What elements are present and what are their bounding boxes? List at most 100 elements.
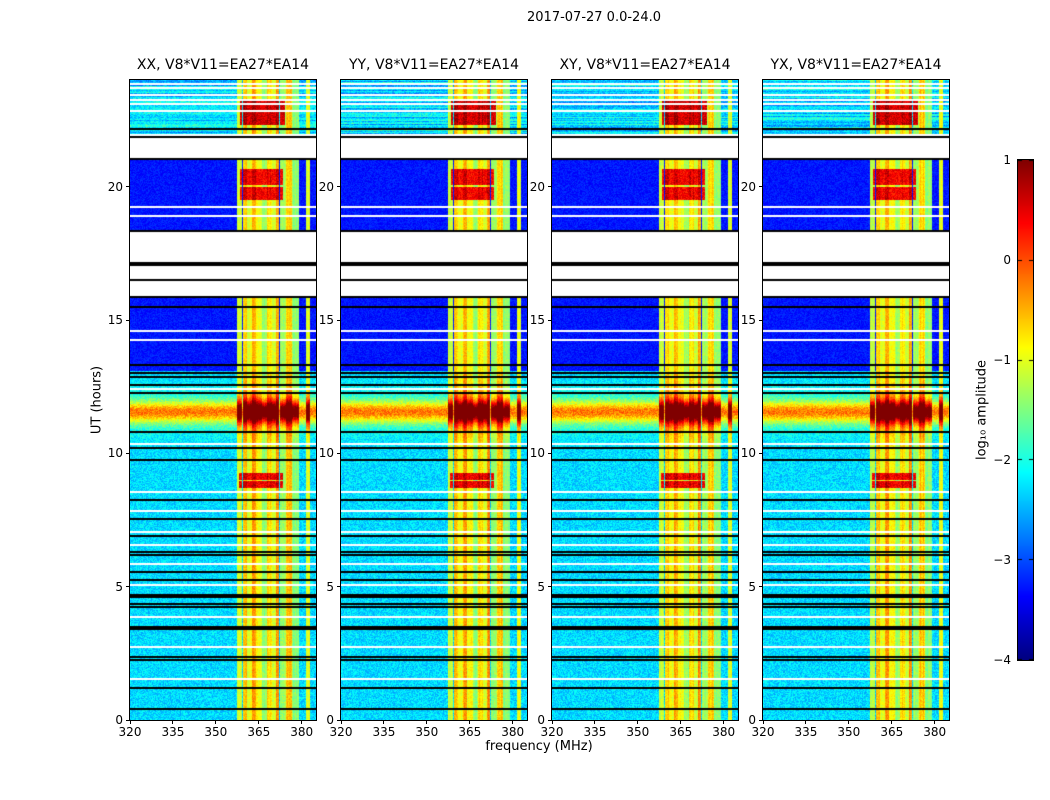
y-tick-mark: [548, 719, 552, 721]
y-tick-mark: [548, 319, 552, 321]
spectrogram-canvas-yx: [762, 79, 950, 721]
x-tick-label: 335: [372, 725, 396, 739]
y-tick-label: 5: [115, 579, 123, 594]
y-tick-mark: [548, 452, 552, 454]
y-tick-mark: [337, 319, 341, 321]
x-tick-mark: [551, 720, 553, 724]
y-tick-mark: [548, 586, 552, 588]
y-tick-label: 10: [529, 446, 545, 461]
x-tick-mark: [594, 720, 596, 724]
y-tick-mark: [759, 719, 763, 721]
x-tick-mark: [934, 720, 936, 724]
y-tick-mark: [126, 719, 130, 721]
colorbar-tick-label: −1: [993, 353, 1011, 367]
y-tick-mark: [337, 719, 341, 721]
y-tick-label: 0: [326, 713, 334, 727]
x-tick-label: 320: [540, 725, 564, 739]
y-tick-label: 20: [529, 179, 545, 194]
x-tick-label: 335: [794, 725, 818, 739]
figure-title: 2017-07-27 0.0-24.0: [527, 10, 661, 25]
x-tick-mark: [891, 720, 893, 724]
y-tick-label: 15: [529, 313, 545, 327]
y-tick-mark: [126, 586, 130, 588]
y-tick-mark: [126, 319, 130, 321]
x-tick-mark: [340, 720, 342, 724]
x-tick-label: 350: [626, 725, 650, 739]
y-tick-label: 10: [318, 446, 334, 461]
panel-title-yx: YX, V8*V11=EA27*EA14: [770, 57, 942, 73]
colorbar-gradient: [1017, 159, 1034, 661]
panel-title-xy: XY, V8*V11=EA27*EA14: [559, 57, 731, 73]
y-tick-mark: [759, 452, 763, 454]
colorbar-tick-label: −2: [993, 453, 1011, 467]
colorbar-tick-label: −3: [993, 553, 1011, 567]
y-tick-label: 20: [740, 179, 756, 194]
x-tick-mark: [512, 720, 514, 724]
y-tick-label: 20: [107, 179, 123, 194]
x-tick-mark: [762, 720, 764, 724]
y-tick-mark: [126, 186, 130, 188]
x-tick-label: 320: [329, 725, 353, 739]
x-axis-label: frequency (MHz): [485, 739, 593, 754]
y-tick-label: 20: [318, 179, 334, 194]
x-tick-label: 335: [583, 725, 607, 739]
y-tick-mark: [759, 319, 763, 321]
x-tick-label: 350: [204, 725, 228, 739]
x-tick-mark: [383, 720, 385, 724]
x-tick-label: 350: [415, 725, 439, 739]
x-tick-mark: [172, 720, 174, 724]
x-tick-mark: [848, 720, 850, 724]
x-tick-label: 335: [161, 725, 185, 739]
y-tick-label: 0: [748, 713, 756, 727]
x-tick-label: 365: [669, 725, 693, 739]
y-tick-label: 10: [740, 446, 756, 461]
y-tick-mark: [126, 452, 130, 454]
x-tick-mark: [637, 720, 639, 724]
x-tick-mark: [805, 720, 807, 724]
x-tick-mark: [301, 720, 303, 724]
y-tick-label: 0: [537, 713, 545, 727]
y-tick-mark: [337, 186, 341, 188]
panel-title-yy: YY, V8*V11=EA27*EA14: [348, 57, 520, 73]
x-tick-mark: [680, 720, 682, 724]
x-tick-label: 320: [751, 725, 775, 739]
x-tick-label: 365: [247, 725, 271, 739]
colorbar: log₁₀ amplitude 1 0 −1 −2 −3 −4: [975, 153, 1034, 667]
y-tick-label: 15: [318, 313, 334, 327]
y-tick-label: 0: [115, 713, 123, 727]
panel-yx: YX, V8*V11=EA27*EA14 320 335 350 365 380 0 5 10…: [741, 57, 950, 739]
y-tick-mark: [337, 452, 341, 454]
x-tick-label: 380: [290, 725, 314, 739]
spectrogram-canvas-xy: [551, 79, 739, 721]
x-tick-label: 380: [501, 725, 525, 739]
colorbar-tick-label: 1: [1003, 153, 1011, 167]
y-tick-mark: [759, 586, 763, 588]
y-axis-label: UT (hours): [89, 365, 105, 435]
y-tick-label: 15: [107, 313, 123, 327]
x-tick-mark: [129, 720, 131, 724]
y-tick-label: 5: [748, 579, 756, 594]
x-tick-label: 320: [118, 725, 142, 739]
x-tick-mark: [258, 720, 260, 724]
y-tick-label: 10: [107, 446, 123, 461]
panel-xx: XX, V8*V11=EA27*EA14 320 335 350 365 380 0 5 10…: [108, 57, 317, 739]
colorbar-tick-label: 0: [1003, 253, 1011, 267]
y-tick-mark: [337, 586, 341, 588]
y-tick-mark: [548, 186, 552, 188]
y-tick-label: 5: [537, 579, 545, 594]
x-tick-mark: [215, 720, 217, 724]
x-tick-label: 350: [837, 725, 861, 739]
colorbar-tick-label: −4: [993, 653, 1011, 667]
y-tick-label: 15: [740, 313, 756, 327]
x-tick-mark: [426, 720, 428, 724]
spectrogram-canvas-xx: [129, 79, 317, 721]
x-tick-label: 365: [880, 725, 904, 739]
x-tick-label: 380: [923, 725, 947, 739]
panel-title-xx: XX, V8*V11=EA27*EA14: [136, 57, 310, 73]
spectrogram-canvas-yy: [340, 79, 528, 721]
x-tick-label: 380: [712, 725, 736, 739]
x-tick-mark: [469, 720, 471, 724]
panel-xy: XY, V8*V11=EA27*EA14 320 335 350 365 380 0 5 10…: [530, 57, 739, 739]
x-tick-label: 365: [458, 725, 482, 739]
